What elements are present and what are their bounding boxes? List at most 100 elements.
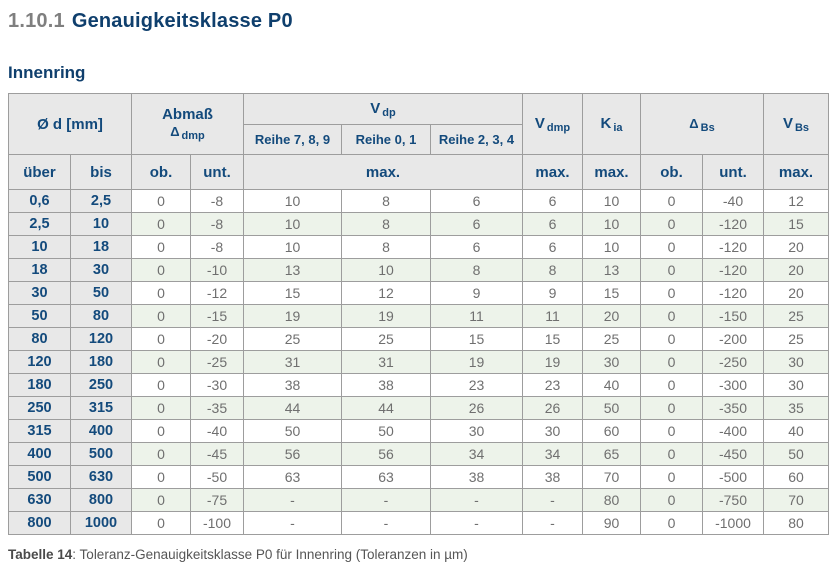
cell-vdp-reihe01: 50 — [341, 419, 431, 443]
cell-ueber: 120 — [8, 350, 71, 374]
cell-ob-dmp: 0 — [131, 304, 191, 328]
header-ueber: über — [8, 154, 71, 190]
cell-bis: 30 — [70, 258, 132, 282]
cell-vdmp-max: - — [522, 488, 583, 512]
cell-vdp-reihe01: 44 — [341, 396, 431, 420]
cell-vdp-reihe789: 19 — [243, 304, 342, 328]
cell-ob-dmp: 0 — [131, 488, 191, 512]
cell-ob-dmp: 0 — [131, 419, 191, 443]
cell-vdp-reihe234: 11 — [430, 304, 523, 328]
cell-unt-dmp: -8 — [190, 212, 244, 236]
cell-ueber: 180 — [8, 373, 71, 397]
cell-unt-bs: -250 — [702, 350, 764, 374]
cell-vbs-max: 20 — [763, 281, 829, 305]
cell-vdp-reihe234: - — [430, 488, 523, 512]
section-number: 1.10.1 — [8, 10, 65, 32]
cell-vdmp-max: 11 — [522, 304, 583, 328]
cell-vdp-reihe01: 38 — [341, 373, 431, 397]
cell-vdp-reihe789: 10 — [243, 212, 342, 236]
cell-bis: 50 — [70, 281, 132, 305]
cell-unt-bs: -400 — [702, 419, 764, 443]
cell-ueber: 315 — [8, 419, 71, 443]
cell-ob-dmp: 0 — [131, 396, 191, 420]
cell-ob-bs: 0 — [640, 442, 703, 466]
cell-unt-dmp: -8 — [190, 235, 244, 259]
cell-vdp-reihe234: 34 — [430, 442, 523, 466]
cell-vdp-reihe234: 6 — [430, 235, 523, 259]
cell-ob-dmp: 0 — [131, 373, 191, 397]
cell-ob-bs: 0 — [640, 189, 703, 213]
cell-vbs-max: 20 — [763, 235, 829, 259]
cell-vdp-reihe01: 8 — [341, 212, 431, 236]
cell-unt-bs: -150 — [702, 304, 764, 328]
cell-vdmp-max: 38 — [522, 465, 583, 489]
caption-text: : Toleranz-Genauigkeitsklasse P0 für Inn… — [72, 547, 468, 562]
cell-vbs-max: 25 — [763, 327, 829, 351]
cell-bis: 800 — [70, 488, 132, 512]
cell-kia-max: 60 — [582, 419, 641, 443]
cell-vdp-reihe789: - — [243, 488, 342, 512]
cell-vdp-reihe789: 10 — [243, 189, 342, 213]
cell-unt-bs: -120 — [702, 258, 764, 282]
cell-kia-max: 20 — [582, 304, 641, 328]
cell-vdmp-max: 6 — [522, 235, 583, 259]
header-reihe-row: Reihe 7, 8, 9 Reihe 0, 1 Reihe 2, 3, 4 — [9, 124, 829, 155]
cell-unt-dmp: -25 — [190, 350, 244, 374]
cell-vbs-max: 70 — [763, 488, 829, 512]
cell-vdmp-max: 34 — [522, 442, 583, 466]
cell-vdmp-max: 6 — [522, 189, 583, 213]
table-row: 250 315 0 -35 44 44 26 26 50 0 -350 35 — [8, 396, 829, 420]
cell-unt-dmp: -10 — [190, 258, 244, 282]
cell-bis: 2,5 — [70, 189, 132, 213]
cell-vbs-max: 25 — [763, 304, 829, 328]
cell-unt-dmp: -8 — [190, 189, 244, 213]
cell-unt-bs: -350 — [702, 396, 764, 420]
table-row: 400 500 0 -45 56 56 34 34 65 0 -450 50 — [8, 442, 829, 466]
section-heading: 1.10.1 Genauigkeitsklasse P0 — [8, 10, 828, 33]
header-unt-dmp: unt. — [190, 154, 244, 190]
cell-unt-dmp: -12 — [190, 281, 244, 305]
cell-vbs-max: 12 — [763, 189, 829, 213]
cell-ob-bs: 0 — [640, 350, 703, 374]
cell-vbs-max: 30 — [763, 350, 829, 374]
table-row: 800 1000 0 -100- - - -90 0 -1000 80 — [8, 511, 829, 535]
header-dbs: Δ Bs — [640, 93, 764, 155]
cell-ob-dmp: 0 — [131, 350, 191, 374]
cell-vdp-reihe01: 63 — [341, 465, 431, 489]
cell-ueber: 500 — [8, 465, 71, 489]
cell-ob-dmp: 0 — [131, 212, 191, 236]
cell-bis: 500 — [70, 442, 132, 466]
table-row: 50 80 0 -15 19 19 11 11 20 0 -150 25 — [8, 304, 829, 328]
cell-vdp-reihe234: 23 — [430, 373, 523, 397]
cell-vdp-reihe234: 38 — [430, 465, 523, 489]
cell-unt-bs: -120 — [702, 281, 764, 305]
cell-vdp-reihe234: 8 — [430, 258, 523, 282]
cell-vbs-max: 40 — [763, 419, 829, 443]
cell-vdp-reihe789: 44 — [243, 396, 342, 420]
table-row: 2,5 10 0 -8 10 8 6 6 10 0 -120 15 — [8, 212, 829, 236]
header-bis: bis — [70, 154, 132, 190]
cell-vdmp-max: 6 — [522, 212, 583, 236]
cell-vdp-reihe01: 25 — [341, 327, 431, 351]
cell-ob-bs: 0 — [640, 396, 703, 420]
cell-ob-bs: 0 — [640, 235, 703, 259]
cell-kia-max: 10 — [582, 212, 641, 236]
cell-vbs-max: 60 — [763, 465, 829, 489]
header-max-vbs: max. — [763, 154, 829, 190]
cell-unt-dmp: -50 — [190, 465, 244, 489]
header-abmass-word: Abmaß — [162, 106, 213, 123]
table-row: 80 120 0 -20 25 25 15 15 25 0 -200 25 — [8, 327, 829, 351]
cell-ueber: 250 — [8, 396, 71, 420]
cell-vdp-reihe234: - — [430, 511, 523, 535]
cell-kia-max: 30 — [582, 350, 641, 374]
table-row: 10 18 0 -8 10 8 6 6 10 0 -120 20 — [8, 235, 829, 259]
cell-vdp-reihe789: 63 — [243, 465, 342, 489]
cell-ob-dmp: 0 — [131, 465, 191, 489]
